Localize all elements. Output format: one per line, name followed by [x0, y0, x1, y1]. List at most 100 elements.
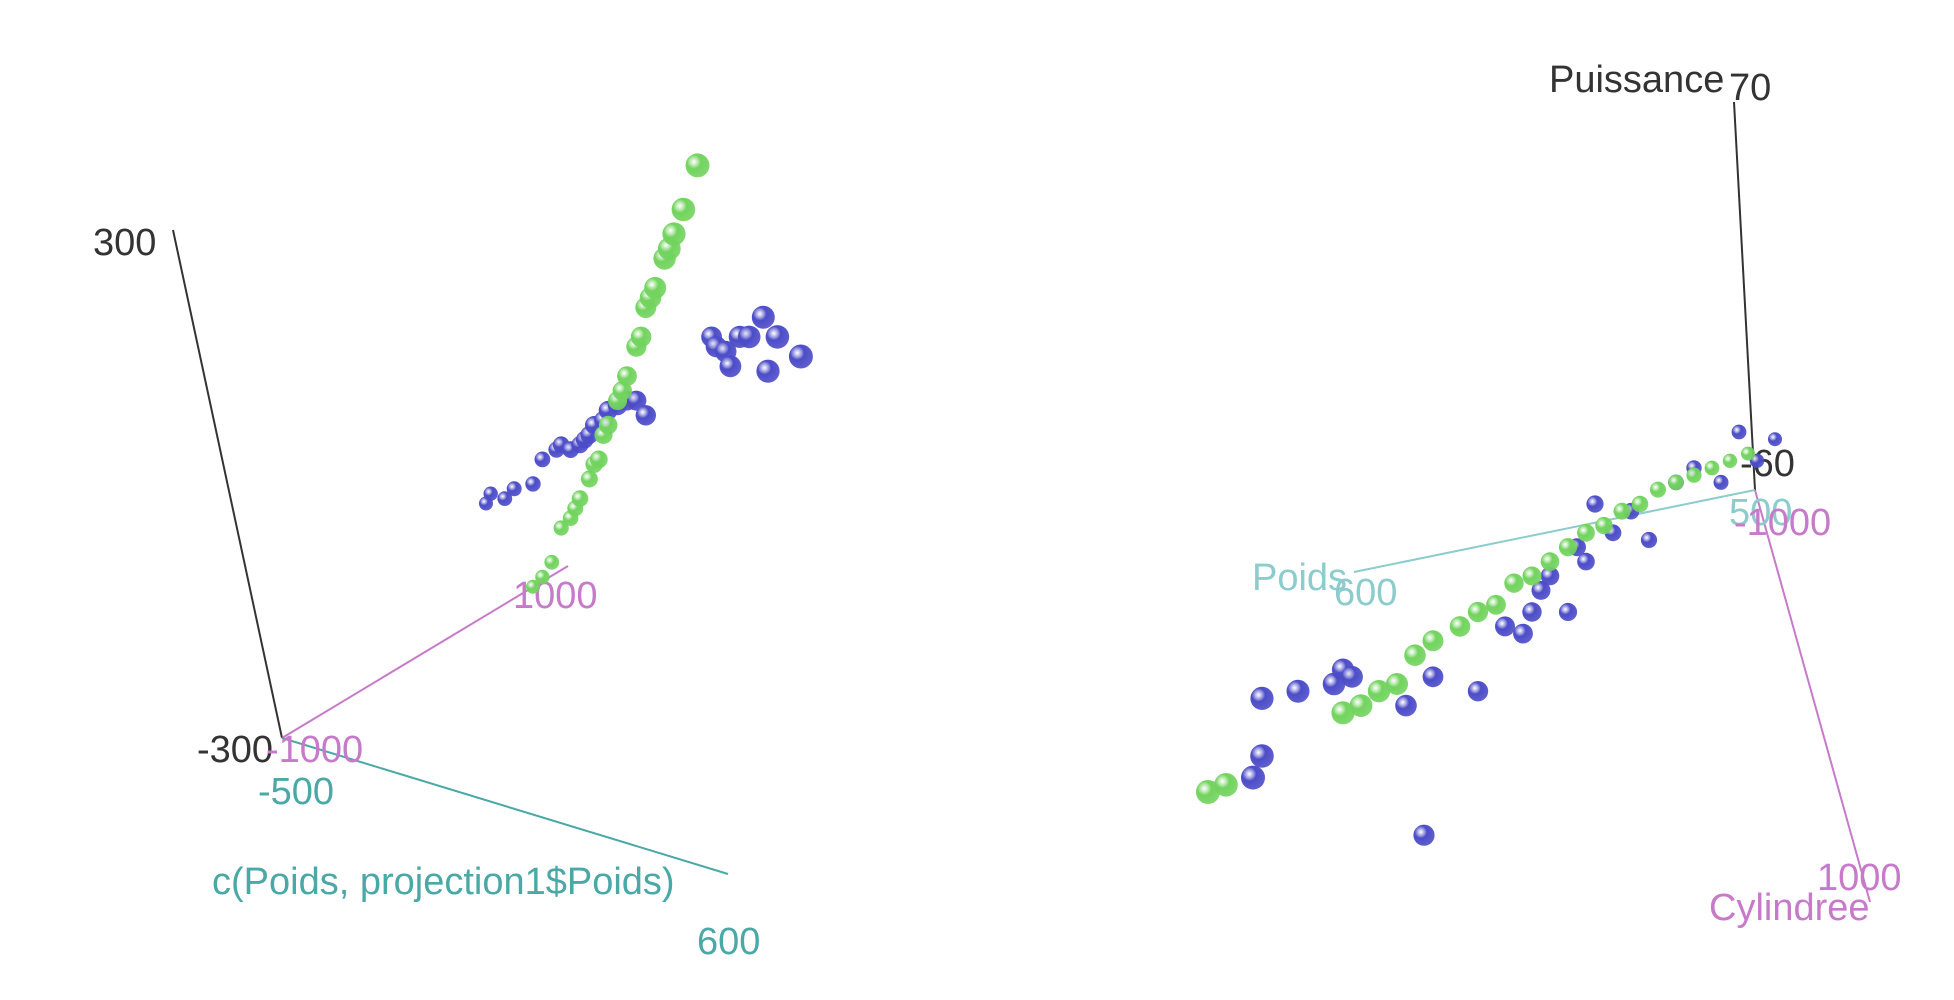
- data-point: [1467, 681, 1489, 702]
- y-axis-line: [1754, 489, 1871, 903]
- data-point: [1668, 474, 1684, 491]
- scatter-3d-left[interactable]: 300 -300 -1000 1000 -500 600 c(Poids, pr…: [0, 0, 977, 1000]
- data-point: [1731, 424, 1747, 440]
- data-point: [1531, 580, 1551, 600]
- x-tick-min: -500: [258, 771, 334, 813]
- x-tick-min: 500: [1729, 492, 1792, 534]
- y-axis-title: Cylindree: [1709, 887, 1870, 929]
- data-point: [751, 305, 775, 329]
- data-point: [544, 554, 560, 570]
- data-point: [1640, 531, 1658, 549]
- data-point: [719, 355, 742, 378]
- z-axis-line: [172, 229, 283, 739]
- data-point: [525, 476, 541, 492]
- data-point: [685, 153, 710, 178]
- data-point: [1196, 780, 1220, 804]
- data-point: [1386, 673, 1408, 695]
- data-point: [662, 222, 686, 246]
- data-point: [1504, 573, 1524, 593]
- data-point: [1341, 665, 1363, 688]
- data-point: [1650, 481, 1666, 498]
- data-point: [635, 405, 656, 426]
- x-axis-line: [281, 737, 729, 875]
- scatter-3d-left-canvas: 300 -300 -1000 1000 -500 600 c(Poids, pr…: [93, 153, 813, 963]
- data-point: [1495, 616, 1515, 637]
- points-layer: [1196, 424, 1782, 846]
- data-point: [598, 415, 618, 435]
- data-point: [589, 450, 608, 469]
- data-point: [1422, 630, 1444, 652]
- data-point: [1413, 824, 1435, 846]
- x-tick-max: 600: [1334, 572, 1397, 614]
- data-point: [1686, 467, 1702, 483]
- data-point: [483, 486, 498, 501]
- y-tick-max: 1000: [513, 575, 598, 617]
- data-point: [1722, 453, 1738, 468]
- data-point: [571, 490, 589, 507]
- y-axis-line: [281, 565, 569, 739]
- data-point: [1613, 502, 1631, 520]
- data-point: [1486, 594, 1506, 615]
- data-point: [553, 520, 569, 536]
- data-point: [1349, 694, 1373, 717]
- z-tick-max: 300: [93, 222, 156, 264]
- scatter-3d-right-canvas: Puissance Poids Cylindree 70 -60 600 500…: [1196, 59, 1902, 929]
- data-point: [535, 569, 550, 585]
- data-point: [617, 366, 637, 386]
- data-point: [497, 491, 513, 506]
- scatter-3d-right[interactable]: Puissance Poids Cylindree 70 -60 600 500…: [977, 0, 1954, 1000]
- data-point: [1558, 602, 1578, 622]
- y-tick-max: 1000: [1817, 857, 1902, 899]
- data-point: [644, 276, 667, 299]
- z-tick-max: 70: [1729, 67, 1771, 109]
- data-point: [1422, 666, 1444, 688]
- data-point: [765, 325, 790, 349]
- data-point: [1250, 686, 1274, 711]
- data-point: [1586, 495, 1604, 513]
- data-point: [626, 390, 647, 411]
- data-point: [1404, 644, 1426, 666]
- data-point: [1713, 474, 1729, 490]
- data-point: [1250, 744, 1274, 768]
- data-point: [1540, 566, 1560, 586]
- data-point: [1241, 765, 1265, 790]
- x-axis-line: [1353, 489, 1756, 573]
- data-point: [1577, 552, 1595, 571]
- data-point: [1768, 432, 1782, 447]
- data-point: [1577, 523, 1595, 542]
- data-point: [534, 451, 551, 468]
- data-point: [1741, 446, 1755, 461]
- points-layer: [479, 153, 813, 594]
- data-point: [671, 197, 696, 222]
- data-point: [1522, 602, 1542, 622]
- data-point: [506, 481, 522, 497]
- x-axis-title: c(Poids, projection1$Poids): [212, 861, 675, 903]
- data-point: [1513, 623, 1533, 644]
- data-point: [580, 470, 598, 488]
- data-point: [788, 344, 813, 369]
- z-axis-line: [1733, 101, 1756, 491]
- data-point: [1540, 552, 1560, 571]
- data-point: [1286, 679, 1310, 703]
- data-point: [1522, 566, 1542, 586]
- x-tick-max: 600: [697, 921, 760, 963]
- data-point: [630, 326, 652, 348]
- data-point: [1595, 516, 1613, 535]
- data-point: [526, 579, 540, 594]
- x-axis-title: Poids: [1252, 557, 1347, 599]
- data-point: [1631, 495, 1649, 513]
- data-point: [1367, 680, 1391, 703]
- data-point: [1467, 601, 1489, 623]
- z-tick-min: -300: [197, 729, 273, 771]
- data-point: [737, 325, 761, 349]
- data-point: [1395, 694, 1417, 717]
- data-point: [756, 359, 780, 383]
- data-point: [1558, 538, 1578, 557]
- data-point: [1449, 616, 1471, 637]
- y-tick-min: -1000: [266, 729, 363, 771]
- y-tick-min: -1000: [1734, 502, 1831, 544]
- data-point: [1331, 701, 1355, 725]
- z-axis-title: Puissance: [1549, 59, 1724, 101]
- data-point: [1704, 460, 1720, 476]
- data-point: [1214, 773, 1238, 797]
